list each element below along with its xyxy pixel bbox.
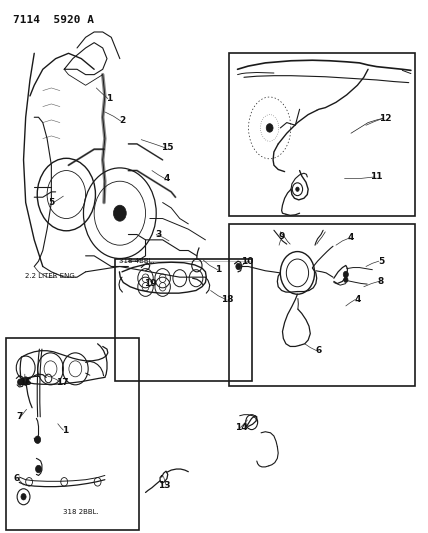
Text: 14: 14 (235, 423, 248, 432)
Circle shape (22, 377, 29, 385)
Text: 6: 6 (316, 346, 322, 355)
Text: 4: 4 (348, 233, 354, 242)
Bar (115, 259, 252, 381)
Circle shape (21, 494, 26, 500)
Text: 19: 19 (144, 279, 157, 288)
Text: 17: 17 (56, 378, 68, 387)
Text: 9: 9 (279, 232, 285, 241)
Text: 1: 1 (106, 94, 112, 103)
Text: 1: 1 (62, 426, 68, 434)
Circle shape (266, 124, 273, 132)
Text: 3: 3 (155, 230, 161, 239)
Text: 4: 4 (164, 174, 170, 183)
Text: 6: 6 (14, 474, 20, 483)
Circle shape (296, 187, 299, 191)
Text: 7: 7 (16, 413, 22, 421)
Circle shape (236, 263, 241, 270)
Text: 5: 5 (378, 257, 384, 265)
Circle shape (344, 277, 348, 282)
Circle shape (35, 436, 41, 443)
Text: 7114  5920 A: 7114 5920 A (13, 15, 94, 25)
Text: 11: 11 (370, 173, 383, 181)
Text: 18: 18 (220, 295, 233, 304)
Bar (229, 53, 415, 216)
Text: 4: 4 (354, 295, 360, 304)
Text: 12: 12 (379, 114, 392, 123)
Text: 1: 1 (215, 265, 221, 274)
Text: 2: 2 (119, 117, 125, 125)
Text: 16: 16 (19, 378, 32, 387)
Text: 8: 8 (378, 277, 384, 286)
Text: 10: 10 (241, 257, 253, 265)
Circle shape (18, 379, 23, 385)
Text: 13: 13 (158, 481, 171, 489)
Text: 2.2 LITER ENG.: 2.2 LITER ENG. (25, 273, 77, 279)
Text: 5: 5 (48, 198, 54, 207)
Bar (6, 338, 139, 530)
Bar (229, 224, 415, 386)
Text: 15: 15 (160, 143, 173, 152)
Text: 318 4BBL.: 318 4BBL. (119, 257, 155, 264)
Text: 318 2BBL.: 318 2BBL. (63, 508, 99, 515)
Circle shape (113, 205, 126, 221)
Circle shape (36, 465, 42, 473)
Circle shape (343, 271, 348, 278)
